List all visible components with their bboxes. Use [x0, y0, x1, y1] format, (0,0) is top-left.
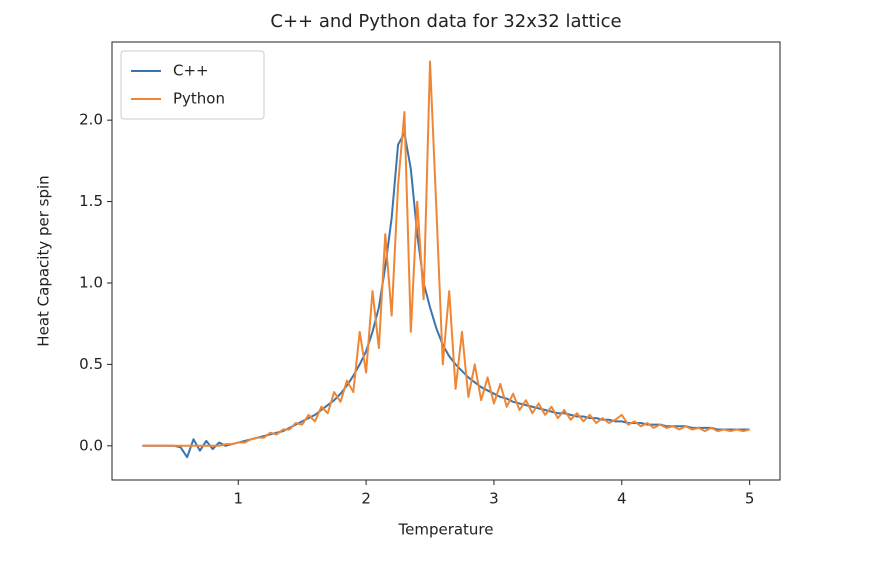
- y-tick-label: 1.5: [79, 192, 103, 210]
- y-tick-label: 1.0: [79, 273, 103, 291]
- series-line: [142, 132, 750, 459]
- x-tick-label: 2: [361, 490, 371, 508]
- plot-frame: [111, 41, 781, 481]
- x-tick-label: 5: [745, 490, 755, 508]
- plot-lines: [142, 60, 750, 459]
- series-line: [142, 60, 750, 447]
- y-tick-label: 0.5: [79, 355, 103, 373]
- y-axis-label: Heat Capacity per spin: [35, 175, 53, 346]
- x-tick-label: 1: [233, 490, 243, 508]
- y-tick-label: 2.0: [79, 111, 103, 129]
- chart-title: C++ and Python data for 32x32 lattice: [270, 11, 621, 32]
- y-tick-label: 0.0: [79, 436, 103, 454]
- legend-box: [120, 50, 265, 120]
- legend-label: Python: [173, 90, 225, 108]
- x-axis-label: Temperature: [397, 521, 493, 539]
- legend-label: C++: [173, 62, 209, 80]
- x-tick-label: 3: [489, 490, 499, 508]
- x-tick-label: 4: [617, 490, 627, 508]
